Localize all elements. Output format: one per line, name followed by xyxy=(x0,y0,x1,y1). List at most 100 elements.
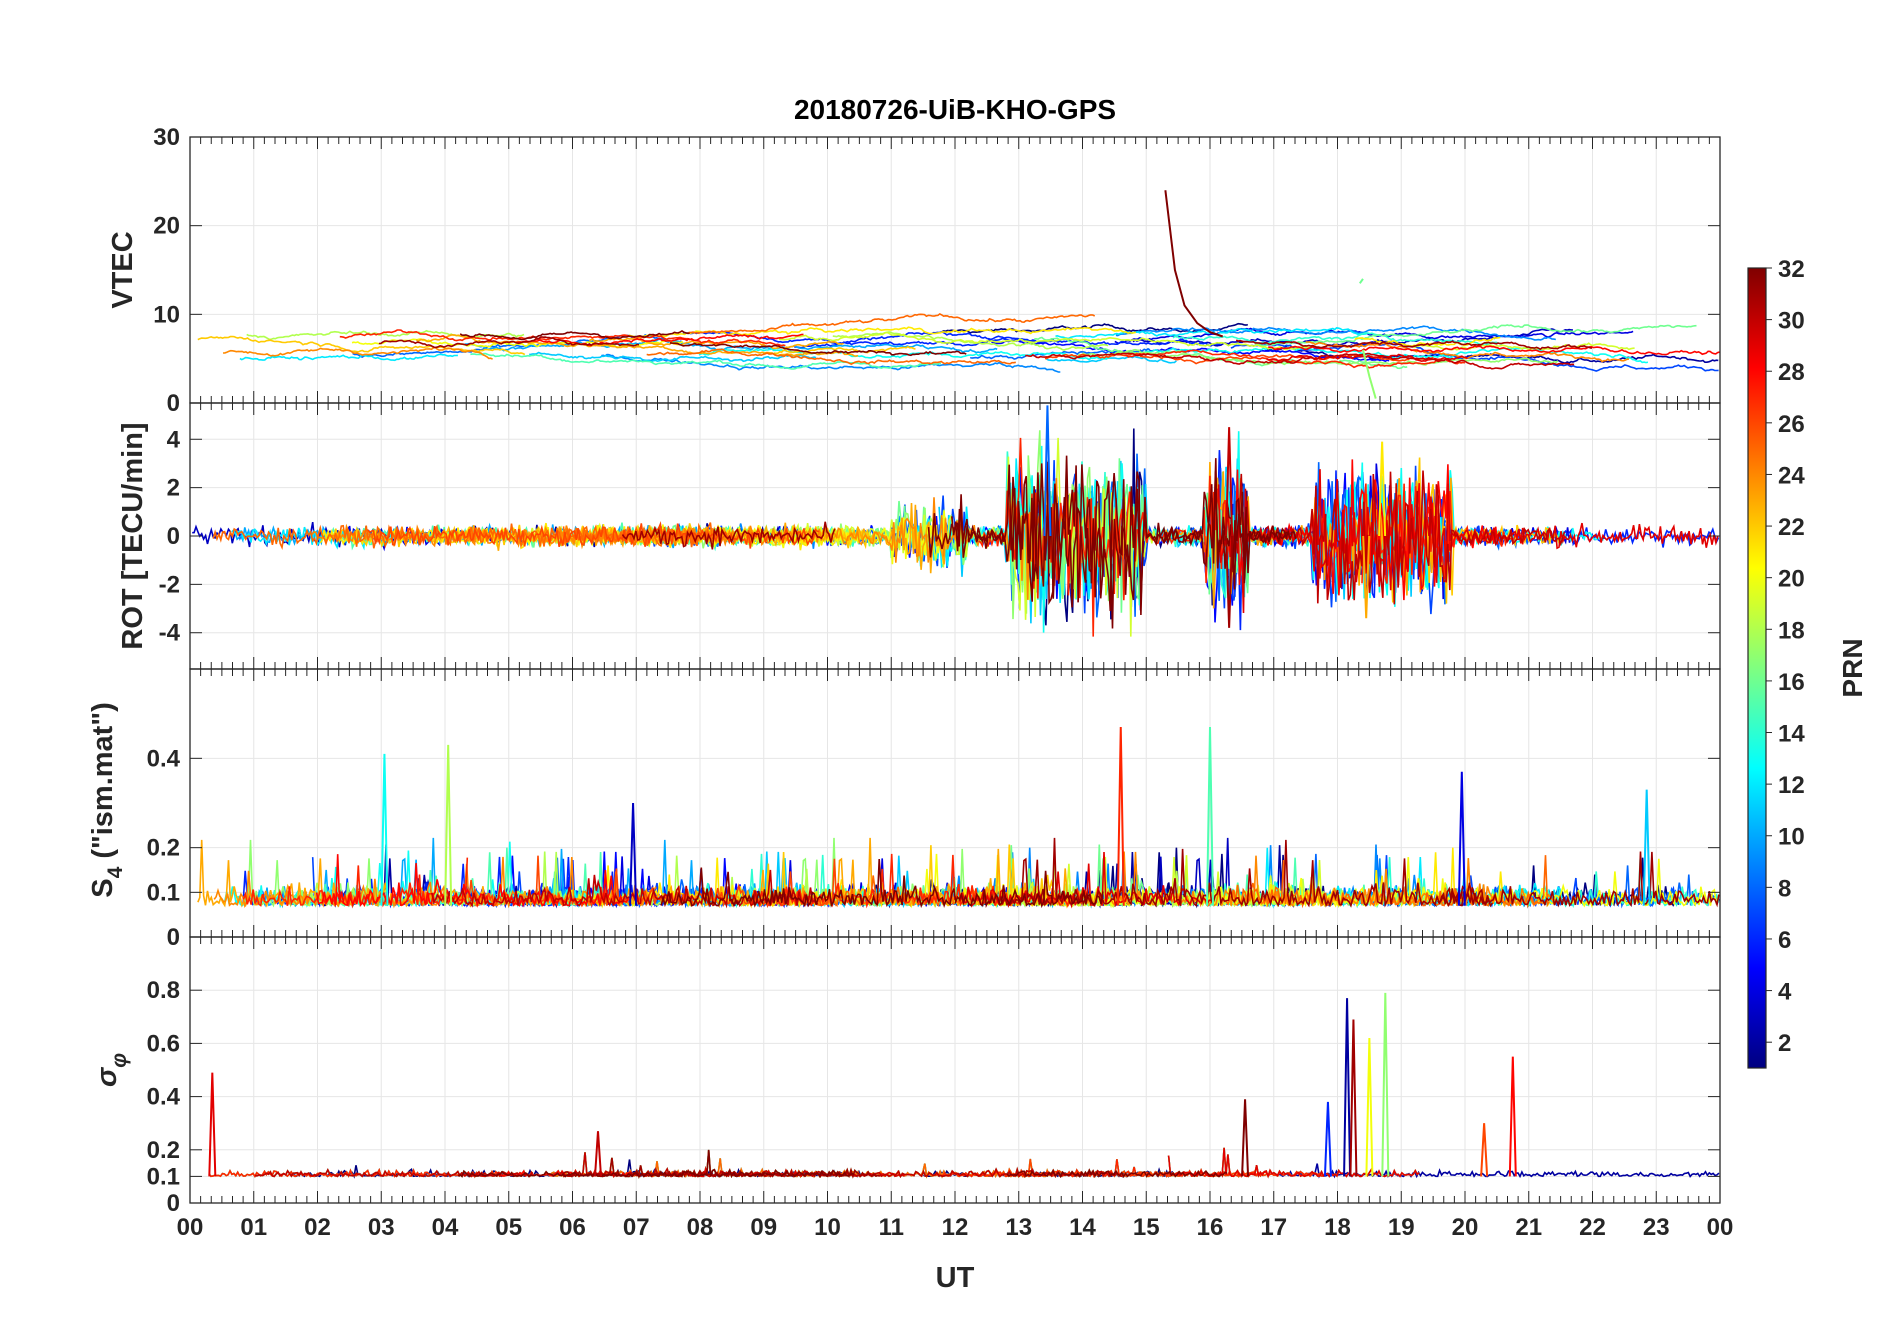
series-line-prn-21 xyxy=(1354,336,1501,347)
peak-prn-11 xyxy=(1642,789,1651,906)
peak-prn-31 xyxy=(1349,1019,1358,1177)
series-line-prn-31 xyxy=(1235,339,1593,351)
sigma-phi-panel: 00.10.2 0.4 0.6 0.8 00 01 02 03 04 05 06 07 08 09 10 11… xyxy=(147,936,1734,1241)
peak-prn-21 xyxy=(1378,441,1387,537)
series-line-prn-23 xyxy=(415,333,859,357)
y-tick-label: 0 xyxy=(167,523,180,550)
series-line-prn-23 xyxy=(1165,461,1500,609)
x-tick-label: 00 xyxy=(1707,1214,1734,1241)
y-tick-label: 0.2 xyxy=(147,835,180,862)
colorbar-tick-label: 24 xyxy=(1778,462,1805,489)
peak-prn-15 xyxy=(1206,727,1214,906)
figure-title: 20180726-UiB-KHO-GPS xyxy=(794,94,1116,125)
series-line-prn-32 xyxy=(459,329,690,341)
x-tick-label: 17 xyxy=(1260,1214,1287,1241)
series-group xyxy=(192,405,1720,637)
series-line-prn-1 xyxy=(941,322,1248,334)
x-tick-label: 02 xyxy=(304,1214,331,1241)
grid xyxy=(190,136,1720,404)
peak-prn-13 xyxy=(380,753,389,906)
peak-prn-26 xyxy=(1480,1123,1489,1177)
y-tick-label: 0.4 xyxy=(147,745,181,772)
colorbar-tick-label: 26 xyxy=(1778,411,1805,438)
x-tick-label: 04 xyxy=(432,1214,459,1241)
series-line-prn-25 xyxy=(646,348,1016,365)
vtec-ylabel: VTEC xyxy=(107,231,139,308)
colorbar-tick-label: 12 xyxy=(1778,772,1805,799)
y-tick-label: 0.6 xyxy=(147,1030,180,1057)
x-axis-label: UT xyxy=(936,1262,975,1294)
y-tick-label: 0.1 xyxy=(147,879,180,906)
y-tick-label: 0.1 xyxy=(147,1163,180,1190)
y-tick-label: 0 xyxy=(167,390,180,417)
colorbar-tick-label: 20 xyxy=(1778,566,1805,593)
colorbar-tick-label: 30 xyxy=(1778,308,1805,335)
series-group xyxy=(208,992,1720,1179)
series-line-prn-14 xyxy=(1172,331,1503,346)
series-line-prn-22 xyxy=(773,345,916,355)
s4-ylabel-sub: 4 xyxy=(104,866,127,878)
peak-prn-27 xyxy=(1116,727,1125,906)
peak-prn-18 xyxy=(444,744,453,906)
x-tick-label: 11 xyxy=(879,1214,904,1241)
y-tick-label: 0.4 xyxy=(147,1084,181,1111)
colorbar-tick-label: 28 xyxy=(1778,359,1805,386)
series-line-prn-27 xyxy=(934,1159,1326,1179)
peak-prn-4 xyxy=(1457,771,1466,906)
peak-prn-29 xyxy=(208,1072,217,1177)
series-line-prn-13 xyxy=(698,348,1111,361)
ticks xyxy=(189,136,1721,404)
series-line-prn-30 xyxy=(1025,352,1575,370)
x-tick-label: 15 xyxy=(1133,1214,1160,1241)
x-tick-label: 09 xyxy=(750,1214,777,1241)
s4-panel: 0 0.1 0.2 0.4 xyxy=(147,668,1721,951)
peak-prn-20 xyxy=(1365,1038,1374,1177)
peak-prn-2 xyxy=(1343,998,1352,1177)
y-tick-label: 0.2 xyxy=(147,1137,180,1164)
series-line-prn-31 xyxy=(621,521,836,550)
ticks xyxy=(189,403,1721,669)
series-line-prn-32 xyxy=(660,858,1104,909)
peak-prn-30 xyxy=(594,1131,602,1177)
s4-ylabel: S4 ("ism.mat") xyxy=(87,702,127,898)
x-tick-label: 05 xyxy=(495,1214,522,1241)
y-tick-label: 10 xyxy=(153,301,180,328)
series-line-prn-9 xyxy=(601,353,1061,373)
series-group xyxy=(197,190,1720,399)
colorbar-tick-label: 18 xyxy=(1778,617,1805,644)
y-tick-label: 20 xyxy=(153,213,180,240)
colorbar-tick-label: 6 xyxy=(1778,927,1791,954)
series-line-prn-27 xyxy=(1124,349,1466,369)
ticks xyxy=(189,937,1721,1204)
x-tick-label: 10 xyxy=(814,1214,841,1241)
x-tick-label: 19 xyxy=(1388,1214,1415,1241)
rot-ylabel: ROT [TECU/min] xyxy=(117,422,149,649)
s4-ylabel-rest: ("ism.mat") xyxy=(87,702,119,866)
peak-prn-6 xyxy=(1323,1101,1332,1177)
series-line-prn-26 xyxy=(367,520,820,549)
colorbar-tick-label: 4 xyxy=(1778,979,1792,1006)
y-tick-label: 0.8 xyxy=(147,977,180,1004)
series-line-prn-11 xyxy=(529,351,817,363)
vtec-panel: 0 10 20 30 xyxy=(153,124,1721,417)
y-tick-label: -4 xyxy=(159,620,181,647)
peak-prn-17 xyxy=(1381,992,1390,1177)
series-line-prn-24 xyxy=(222,346,493,360)
grid xyxy=(190,937,1720,1204)
colorbar-gradient xyxy=(1747,267,1767,1069)
s4-ylabel-s: S xyxy=(87,878,119,897)
x-tick-label: 13 xyxy=(1005,1214,1032,1241)
series-line-prn-19 xyxy=(778,331,1311,351)
series-line-prn-9 xyxy=(1115,325,1556,341)
series-line-prn-18 xyxy=(246,329,525,341)
series-line-prn-30 xyxy=(255,1168,534,1178)
series-line-prn-32 xyxy=(1006,1168,1228,1179)
peak-prn-23 xyxy=(1362,535,1371,619)
colorbar-tick-label: 22 xyxy=(1778,514,1805,541)
y-tick-label: 30 xyxy=(153,124,180,151)
x-tick-label: 00 xyxy=(177,1214,204,1241)
x-tick-label: 23 xyxy=(1643,1214,1670,1241)
sigma-ylabel-sigma: σ xyxy=(91,1066,123,1087)
x-tick-label: 01 xyxy=(240,1214,267,1241)
